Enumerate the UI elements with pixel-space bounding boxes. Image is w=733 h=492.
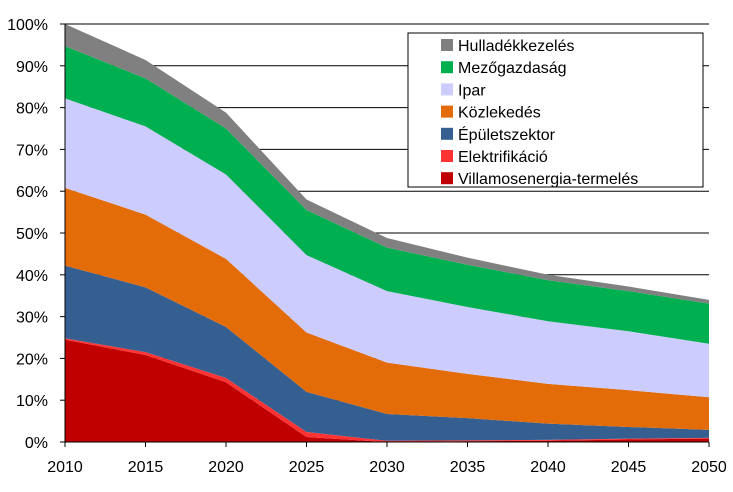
y-tick-label: 100%	[7, 17, 48, 34]
legend-label-epuletszektor: Épületszektor	[458, 125, 556, 144]
legend-label-mezogazdasag: Mezőgazdaság	[458, 60, 567, 77]
y-tick-label: 80%	[16, 101, 48, 118]
x-tick-label: 2040	[530, 459, 566, 476]
area-series-villamosenergia-termeles	[65, 339, 709, 442]
x-tick-label: 2020	[208, 459, 244, 476]
legend-box	[407, 32, 704, 188]
legend-swatch-elektrifikacio	[441, 150, 453, 162]
legend-swatch-epuletszektor	[441, 127, 453, 140]
legend-label-hulladekkezeles: Hulladékkezelés	[458, 38, 575, 55]
legend-swatch-kozlekedes	[441, 105, 453, 118]
y-tick-label: 40%	[16, 268, 48, 285]
axes	[60, 23, 710, 447]
legend-label-ipar: Ipar	[458, 82, 486, 99]
x-tick-label: 2035	[450, 459, 486, 476]
area-series-mezogazdasag	[65, 46, 709, 344]
y-tick-label: 0%	[25, 435, 48, 452]
legend: Hulladékkezelés Mezőgazdaság Ipar Közlekedé…	[407, 32, 704, 188]
y-tick-label: 60%	[16, 184, 48, 201]
x-tick-label: 2030	[369, 459, 405, 476]
x-tick-label: 2045	[611, 459, 647, 476]
x-tick-label: 2050	[691, 459, 727, 476]
legend-label-kozlekedes: Közlekedés	[458, 105, 541, 122]
legend-swatch-ipar	[441, 83, 453, 96]
legend-label-elektrifikacio: Elektrifikáció	[458, 149, 548, 166]
y-tick-label: 30%	[16, 310, 48, 327]
area-series-ipar	[65, 98, 709, 398]
y-tick-label: 70%	[16, 142, 48, 159]
x-tick-label: 2010	[47, 459, 83, 476]
legend-label-villamosenergia-termeles: Villamosenergia-termelés	[458, 171, 638, 188]
legend-swatch-villamosenergia-termeles	[441, 172, 453, 185]
y-tick-label: 90%	[16, 59, 48, 76]
area-series-kozlekedes	[65, 187, 709, 430]
area-series-group	[65, 24, 709, 442]
legend-swatch-hulladekkezeles	[441, 39, 453, 51]
x-tick-label: 2025	[289, 459, 325, 476]
x-tick-label: 2015	[128, 459, 164, 476]
area-series-epuletszektor	[65, 265, 709, 441]
x-tick-labels: 2010 2015 2020 2025 2030 2035 2040 2045 2050	[47, 459, 727, 476]
y-tick-label: 20%	[16, 351, 48, 368]
y-tick-labels: 0% 10% 20% 30% 40% 50% 60% 70% 80% 90% 100%	[7, 17, 48, 452]
legend-swatch-mezogazdasag	[441, 61, 453, 74]
y-tick-label: 50%	[16, 226, 48, 243]
y-tick-label: 10%	[16, 393, 48, 410]
